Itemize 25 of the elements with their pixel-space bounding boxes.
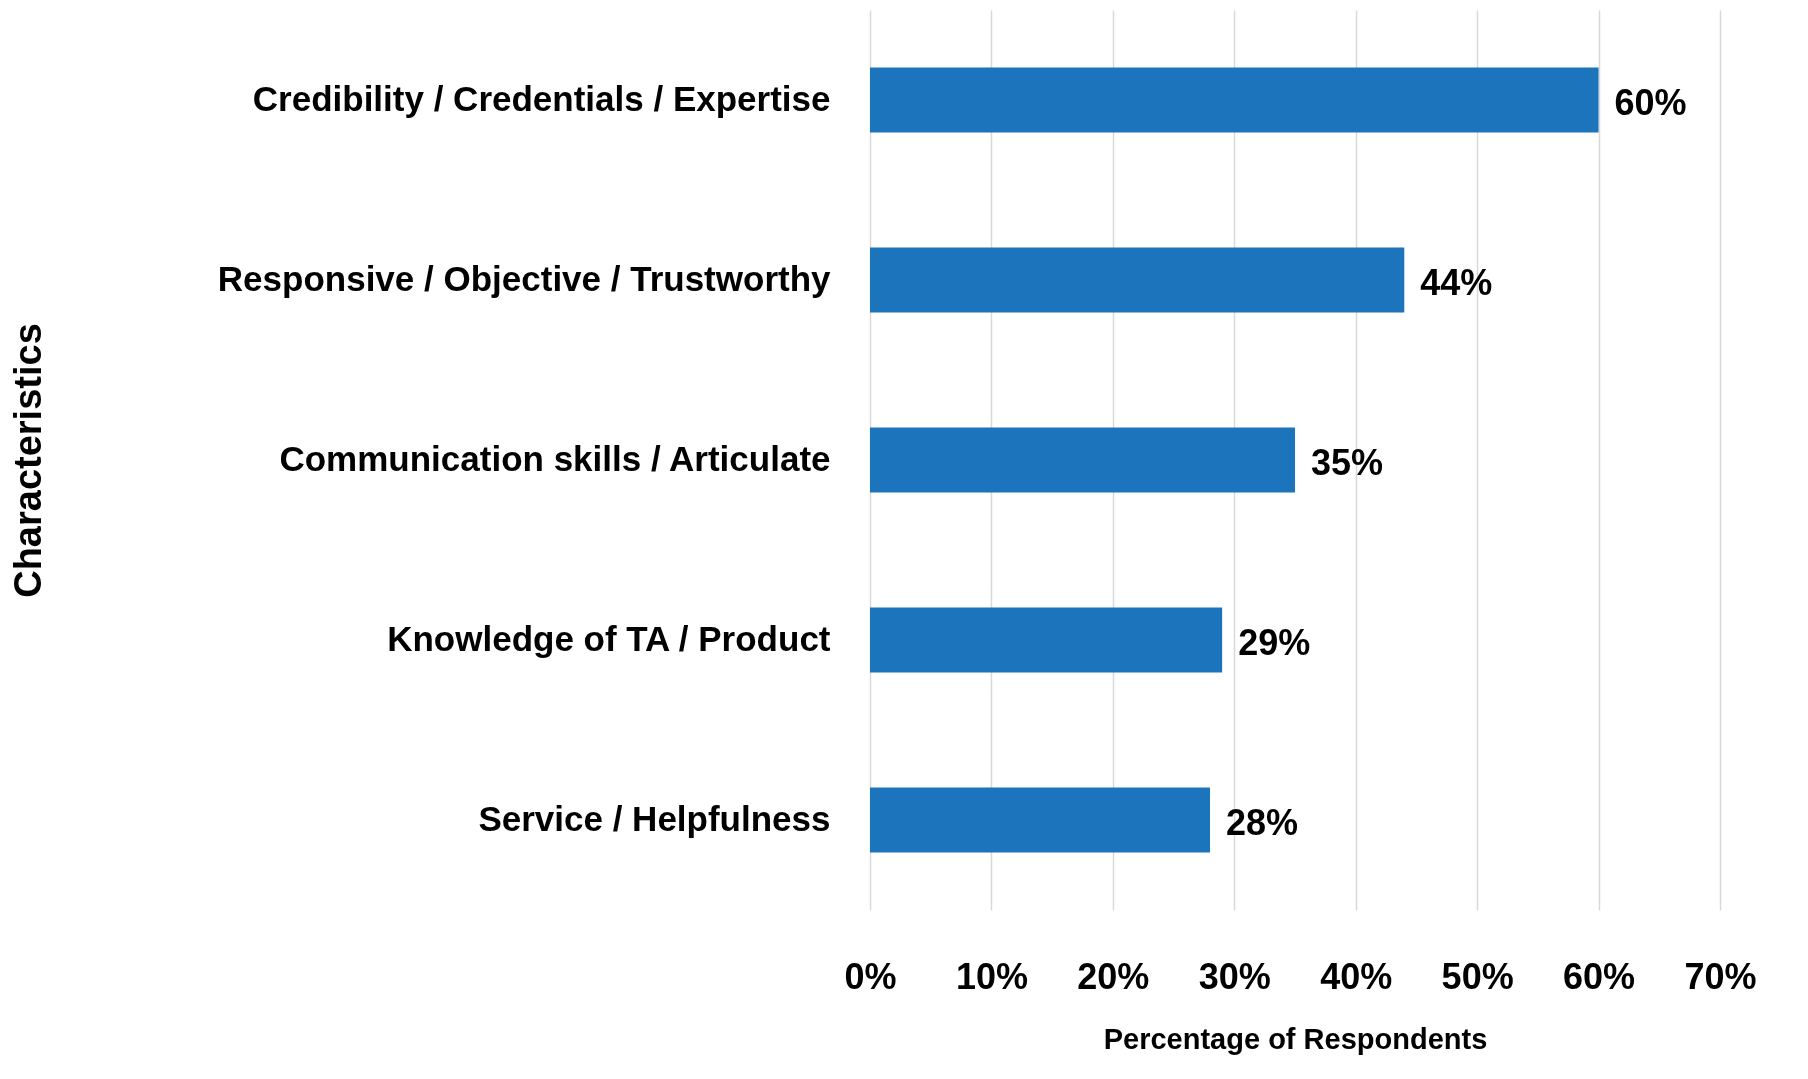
x-tick-label: 0% [844,955,897,997]
data-label: 28% [1226,802,1299,843]
y-axis-title: Characteristics [6,323,49,598]
y-tick-label: Knowledge of TA / Product [387,619,831,658]
x-tick-label: 70% [1684,955,1757,997]
y-tick-label: Communication skills / Articulate [279,439,831,478]
bar [870,427,1295,493]
y-tick-label: Service / Helpfulness [478,799,831,838]
data-label: 29% [1238,622,1311,663]
x-tick-label: 30% [1198,955,1271,997]
data-label: 35% [1311,442,1384,483]
data-label: 44% [1420,262,1493,303]
bar [870,67,1599,133]
bar [870,787,1210,853]
x-tick-label: 50% [1441,955,1514,997]
x-tick-label: 40% [1320,955,1393,997]
x-tick-label: 20% [1077,955,1150,997]
x-tick-label: 10% [955,955,1028,997]
y-tick-label: Credibility / Credentials / Expertise [252,79,831,118]
x-tick-label: 60% [1563,955,1636,997]
data-label: 60% [1614,82,1687,123]
bar [870,247,1405,313]
x-axis-title: Percentage of Respondents [1103,1022,1488,1055]
y-tick-label: Responsive / Objective / Trustworthy [217,259,832,298]
bar [870,607,1223,673]
